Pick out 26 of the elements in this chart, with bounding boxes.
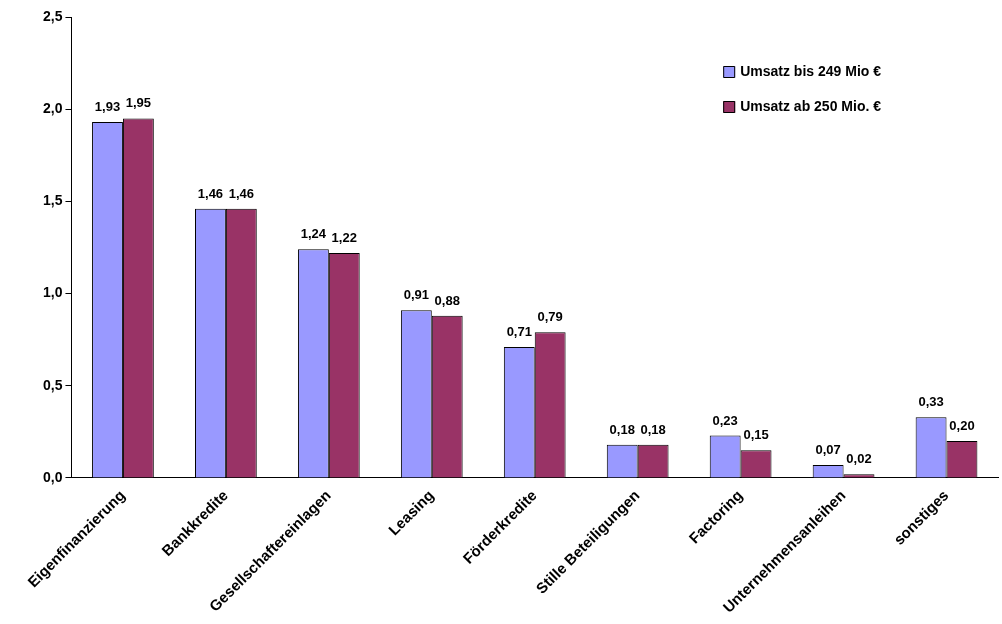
y-tick-label: 2,5 <box>42 7 63 24</box>
data-label: 1,46 <box>228 185 254 201</box>
data-label: 1,24 <box>300 226 327 242</box>
data-label: 1,93 <box>94 99 121 115</box>
data-label: 0,88 <box>434 292 460 308</box>
data-label: 0,23 <box>712 412 738 428</box>
data-label: 0,33 <box>918 394 944 410</box>
data-label: 0,07 <box>815 442 841 458</box>
data-label: 0,15 <box>743 427 769 443</box>
data-label: 1,22 <box>331 230 357 246</box>
y-tick-label: 2,0 <box>42 100 63 117</box>
data-label: 0,18 <box>640 421 666 437</box>
data-label: 1,95 <box>125 95 152 111</box>
data-label: 0,71 <box>506 324 532 340</box>
legend-label: Umsatz bis 249 Mio € <box>740 62 882 79</box>
data-label: 1,46 <box>197 185 224 201</box>
y-tick-label: 0,0 <box>42 468 63 485</box>
data-label: 0,79 <box>537 309 563 325</box>
data-label: 0,20 <box>949 418 975 434</box>
y-tick-label: 1,0 <box>42 284 63 301</box>
y-tick-label: 1,5 <box>42 192 63 209</box>
data-label: 0,02 <box>846 451 872 467</box>
legend-label: Umsatz ab 250 Mio. € <box>740 97 882 114</box>
data-label: 0,91 <box>403 287 429 303</box>
y-tick-label: 0,5 <box>42 376 63 393</box>
data-label: 0,18 <box>609 421 635 437</box>
